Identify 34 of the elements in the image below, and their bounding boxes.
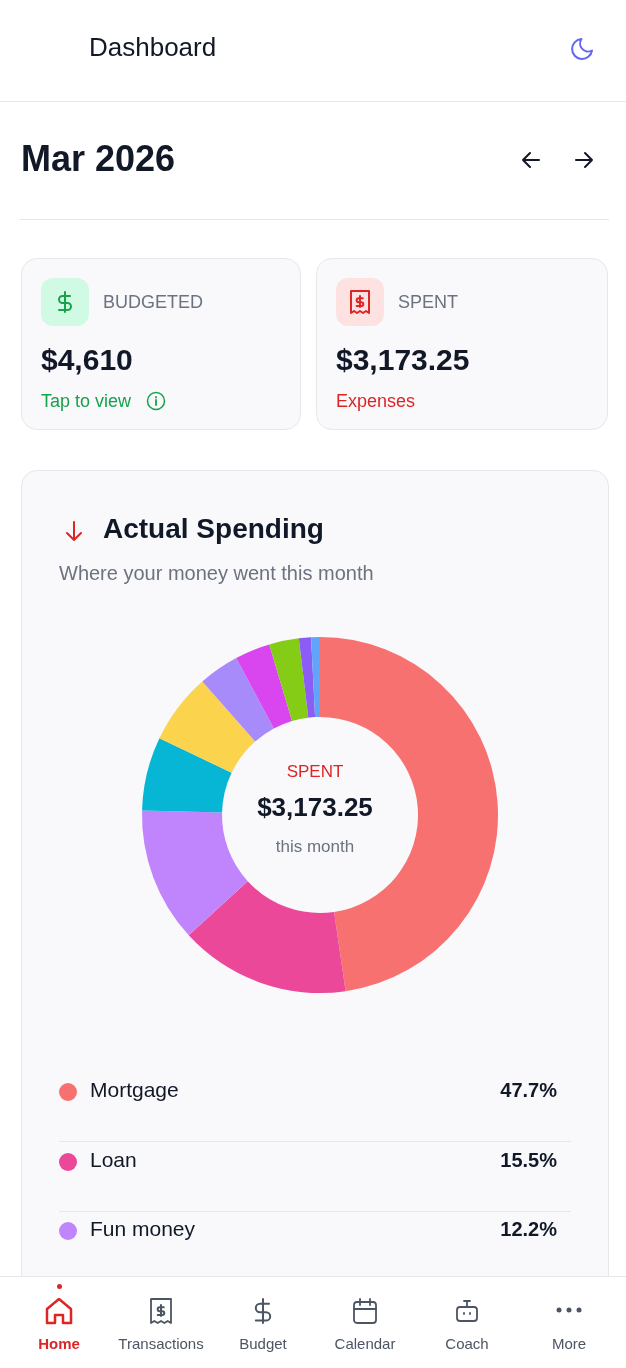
donut-slice bbox=[311, 637, 320, 718]
text: Calendar bbox=[334, 1335, 396, 1352]
legend-label: Mortgage bbox=[90, 1078, 179, 1102]
text: $3,173.25 bbox=[257, 792, 373, 823]
text: BUDGETED bbox=[103, 292, 204, 313]
text: Budget bbox=[239, 1335, 287, 1352]
donut-slice bbox=[269, 638, 309, 722]
text: $3,173.25 bbox=[336, 343, 470, 377]
donut-slice bbox=[236, 644, 293, 729]
donut-slice bbox=[159, 681, 256, 773]
data-label: 47.7% bbox=[500, 1079, 557, 1101]
text: SPENT bbox=[398, 292, 459, 313]
donut-slice bbox=[188, 881, 346, 993]
text: More bbox=[551, 1335, 587, 1352]
text: Coach bbox=[445, 1335, 489, 1352]
text: this month bbox=[275, 837, 355, 857]
chart-title: Actual Spending bbox=[103, 513, 324, 545]
legend-label: Fun money bbox=[90, 1217, 196, 1241]
text: Mar 2026 bbox=[21, 138, 176, 180]
data-label: 12.2% bbox=[500, 1218, 557, 1240]
donut-slice bbox=[202, 657, 274, 742]
donut-slice bbox=[142, 810, 248, 936]
data-label: 15.5% bbox=[500, 1148, 557, 1171]
text: Dashboard bbox=[89, 32, 217, 63]
text: Transactions bbox=[118, 1335, 204, 1352]
text: SPENT bbox=[286, 762, 344, 782]
donut-slice bbox=[142, 738, 232, 813]
text: Expenses bbox=[336, 391, 416, 412]
legend-label: Loan bbox=[90, 1147, 137, 1172]
text: Tap to view bbox=[41, 391, 132, 412]
text: $4,610 bbox=[41, 343, 133, 377]
text: Home bbox=[38, 1335, 80, 1352]
chart-subtitle: Where your money went this month bbox=[59, 562, 374, 585]
donut-slice bbox=[298, 637, 316, 718]
